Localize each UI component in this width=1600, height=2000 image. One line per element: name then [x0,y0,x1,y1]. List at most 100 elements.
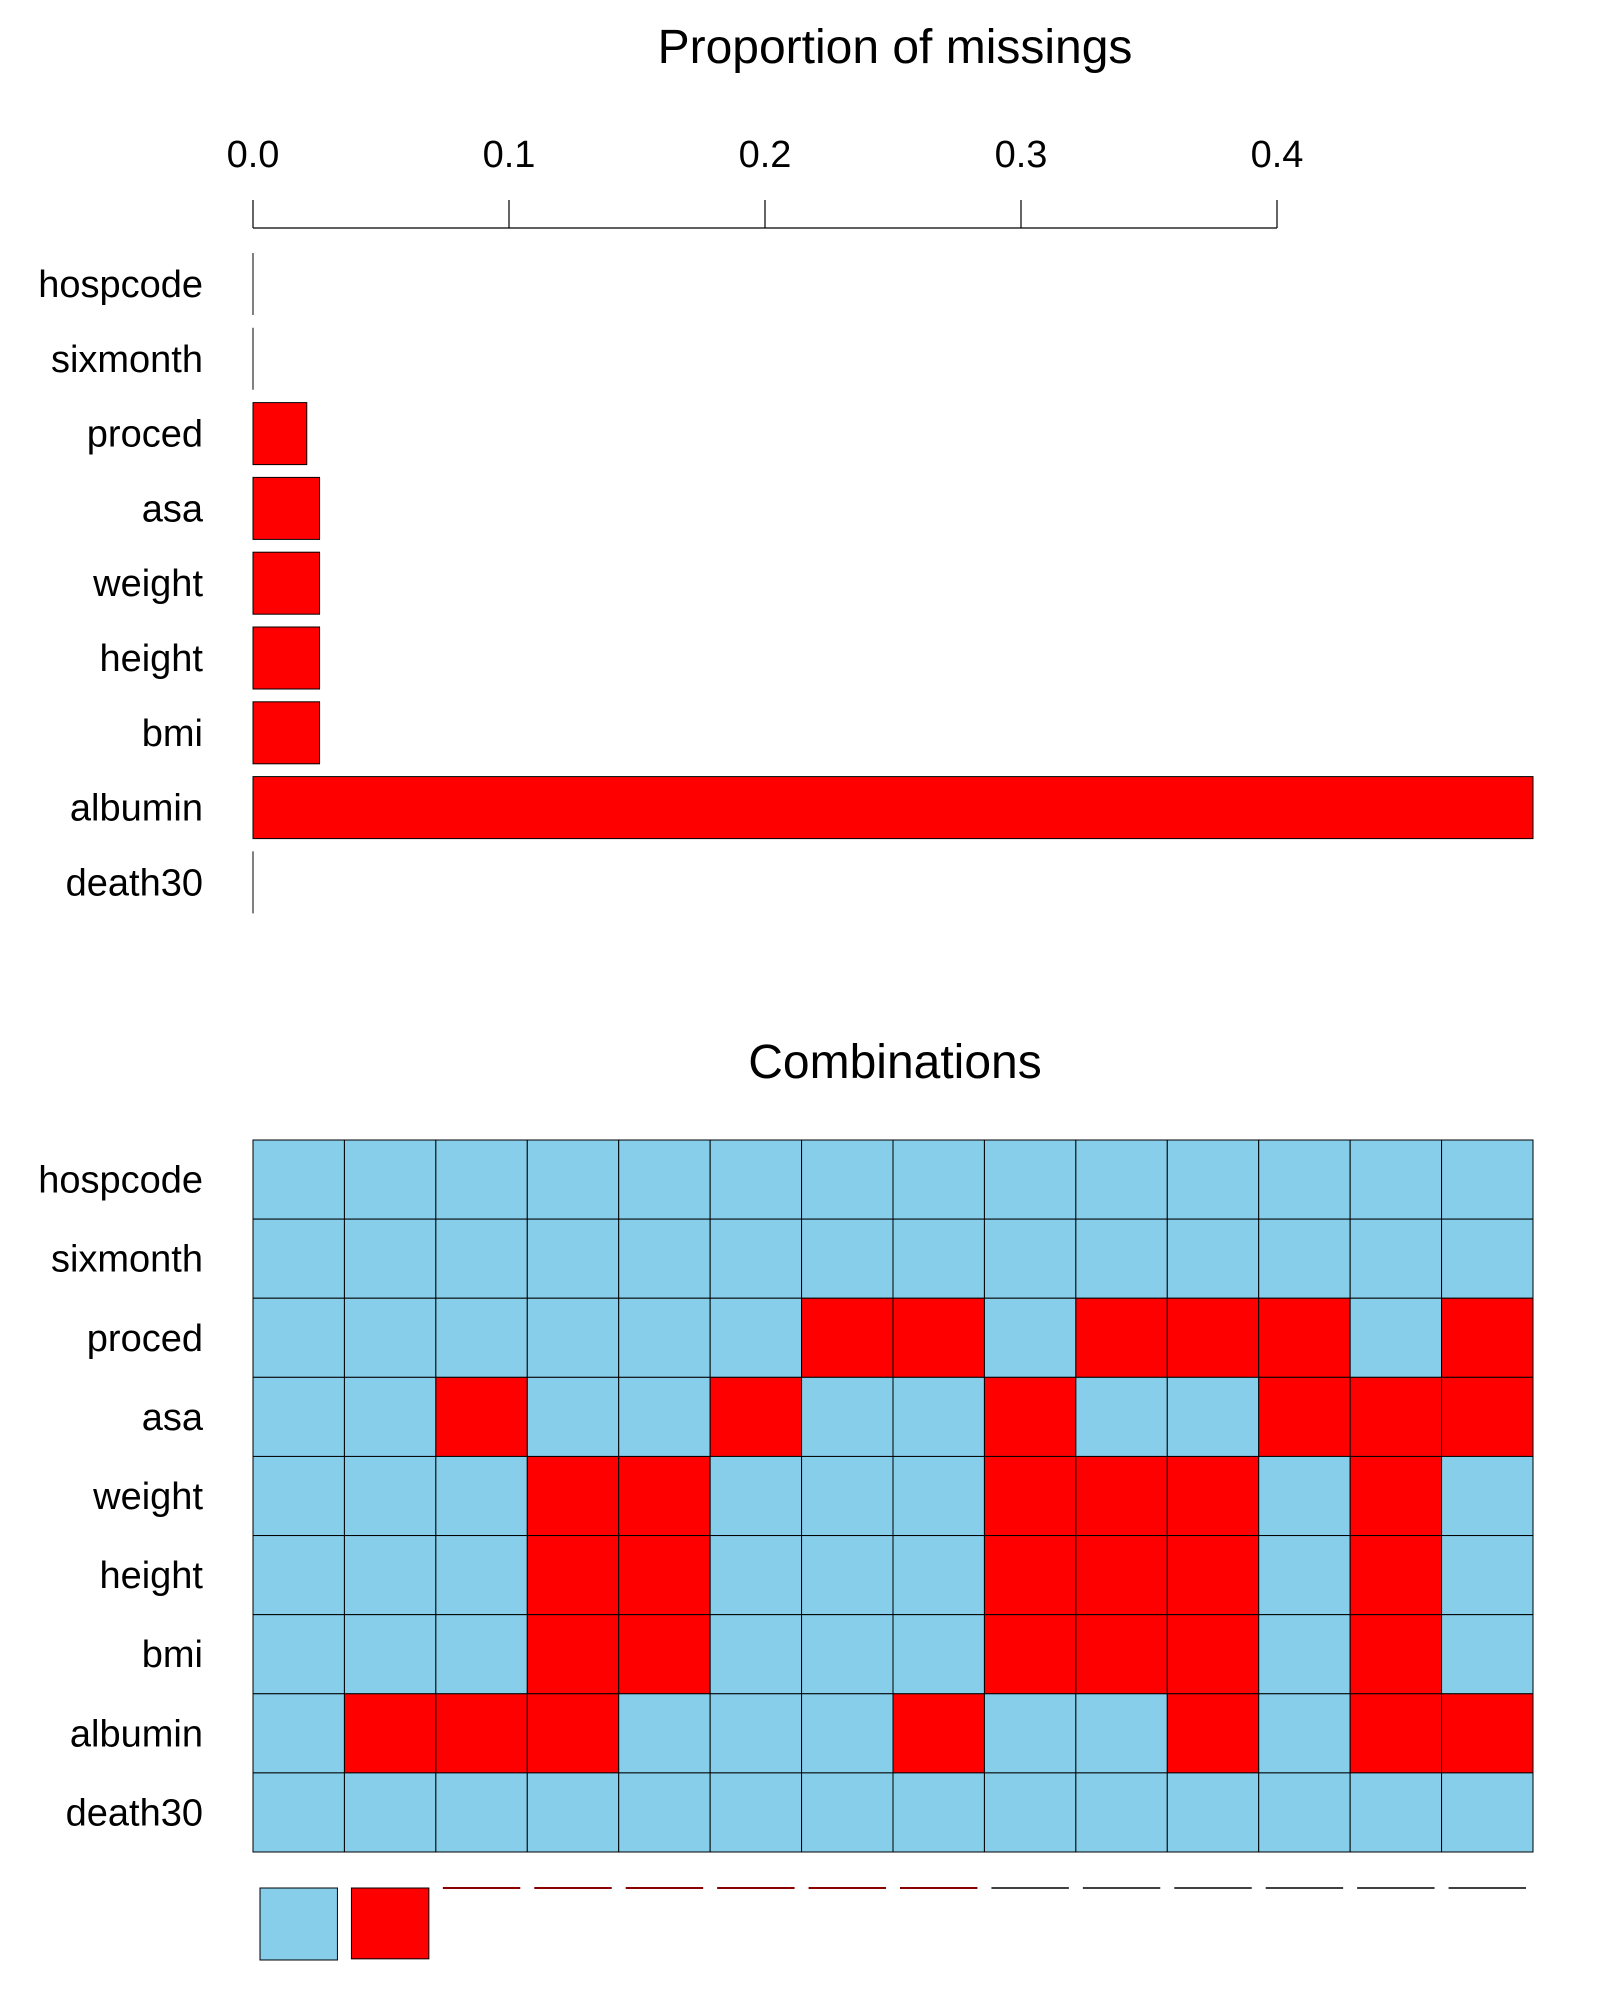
combination-cell [618,1218,711,1299]
combination-cell [1441,1376,1534,1457]
combination-cell [801,1535,894,1616]
combination-cell [618,1693,711,1774]
combination-cell [892,1535,985,1616]
combination-cell [343,1297,437,1378]
combination-cell [983,1218,1077,1299]
combination-cell [892,1139,985,1220]
combination-cell [1166,1455,1260,1537]
bar-row-label: asa [142,488,204,530]
combination-cell [1075,1535,1168,1616]
combination-cell [526,1139,620,1220]
x-tick-label: 0.3 [995,134,1048,176]
combination-cell [801,1139,894,1220]
combination-cell [618,1297,711,1378]
combination-cell [801,1693,894,1774]
combination-cell [801,1376,894,1457]
bar-row-label: sixmonth [51,339,203,381]
combination-cell [1441,1614,1534,1695]
combination-cell [1349,1693,1443,1774]
combination-cell [801,1455,894,1537]
combination-cell [1075,1139,1168,1220]
combination-cell [1075,1772,1168,1853]
combination-cell [1441,1535,1534,1616]
combination-cell [526,1376,620,1457]
combination-cell [1258,1693,1351,1774]
combination-row-label: weight [92,1476,203,1518]
combination-cell [252,1772,345,1853]
combination-cell [618,1139,711,1220]
combination-cell [618,1535,711,1616]
bar-row-label: proced [87,414,203,456]
combination-cell [801,1614,894,1695]
combination-row-label: sixmonth [51,1239,203,1281]
combination-cell [435,1376,528,1457]
combination-cell [1349,1772,1443,1853]
combination-cell [1441,1297,1534,1378]
combination-cell [892,1772,985,1853]
combination-cell [526,1772,620,1853]
combination-cell [1166,1218,1260,1299]
combination-cell [435,1455,528,1537]
combination-cell [1166,1139,1260,1220]
combination-row-label: proced [87,1318,203,1360]
frequency-bar [259,1887,338,1961]
combination-cell [801,1297,894,1378]
frequency-bar [350,1887,430,1960]
combination-cell [1166,1693,1260,1774]
combination-cell [1349,1535,1443,1616]
combination-row-label: hospcode [38,1160,203,1202]
combination-cell [1349,1218,1443,1299]
combination-cell [343,1218,437,1299]
combination-cell [1258,1139,1351,1220]
missing-bar [252,551,321,615]
combination-cell [1075,1376,1168,1457]
combination-row-label: asa [142,1397,204,1439]
combination-cell [1258,1297,1351,1378]
combination-cell [1258,1772,1351,1853]
combination-cell [709,1693,803,1774]
combination-cell [709,1772,803,1853]
combination-cell [709,1376,803,1457]
combination-cell [252,1455,345,1537]
combination-cell [343,1614,437,1695]
missing-bar [252,476,321,540]
combination-cell [983,1772,1077,1853]
combination-cell [252,1376,345,1457]
combination-cell [983,1535,1077,1616]
combination-cell [435,1535,528,1616]
combination-cell [1258,1614,1351,1695]
combination-cell [618,1772,711,1853]
x-tick-label: 0.1 [483,134,536,176]
combination-cell [892,1614,985,1695]
combinations-title: Combinations [748,1036,1042,1089]
combination-cell [343,1693,437,1774]
combination-cell [343,1535,437,1616]
missing-bar [252,701,321,765]
combination-cell [1441,1218,1534,1299]
combination-cell [892,1455,985,1537]
combination-cell [343,1772,437,1853]
combination-row-label: albumin [70,1713,203,1755]
combination-row-label: bmi [142,1634,203,1676]
combination-cell [252,1693,345,1774]
combination-cell [252,1535,345,1616]
combination-cell [1075,1218,1168,1299]
combination-cell [435,1218,528,1299]
bar-row-label: weight [92,563,203,605]
combination-cell [1441,1139,1534,1220]
x-tick-label: 0.0 [227,134,280,176]
combination-cell [526,1535,620,1616]
combination-row-label: death30 [66,1792,203,1834]
combination-cell [983,1693,1077,1774]
combination-cell [435,1772,528,1853]
combination-cell [1075,1614,1168,1695]
combination-cell [1441,1772,1534,1853]
combination-cell [983,1614,1077,1695]
combination-cell [526,1297,620,1378]
combination-cell [892,1376,985,1457]
missing-bar [252,626,321,690]
combination-cell [526,1693,620,1774]
combination-cell [709,1218,803,1299]
combination-cell [709,1535,803,1616]
